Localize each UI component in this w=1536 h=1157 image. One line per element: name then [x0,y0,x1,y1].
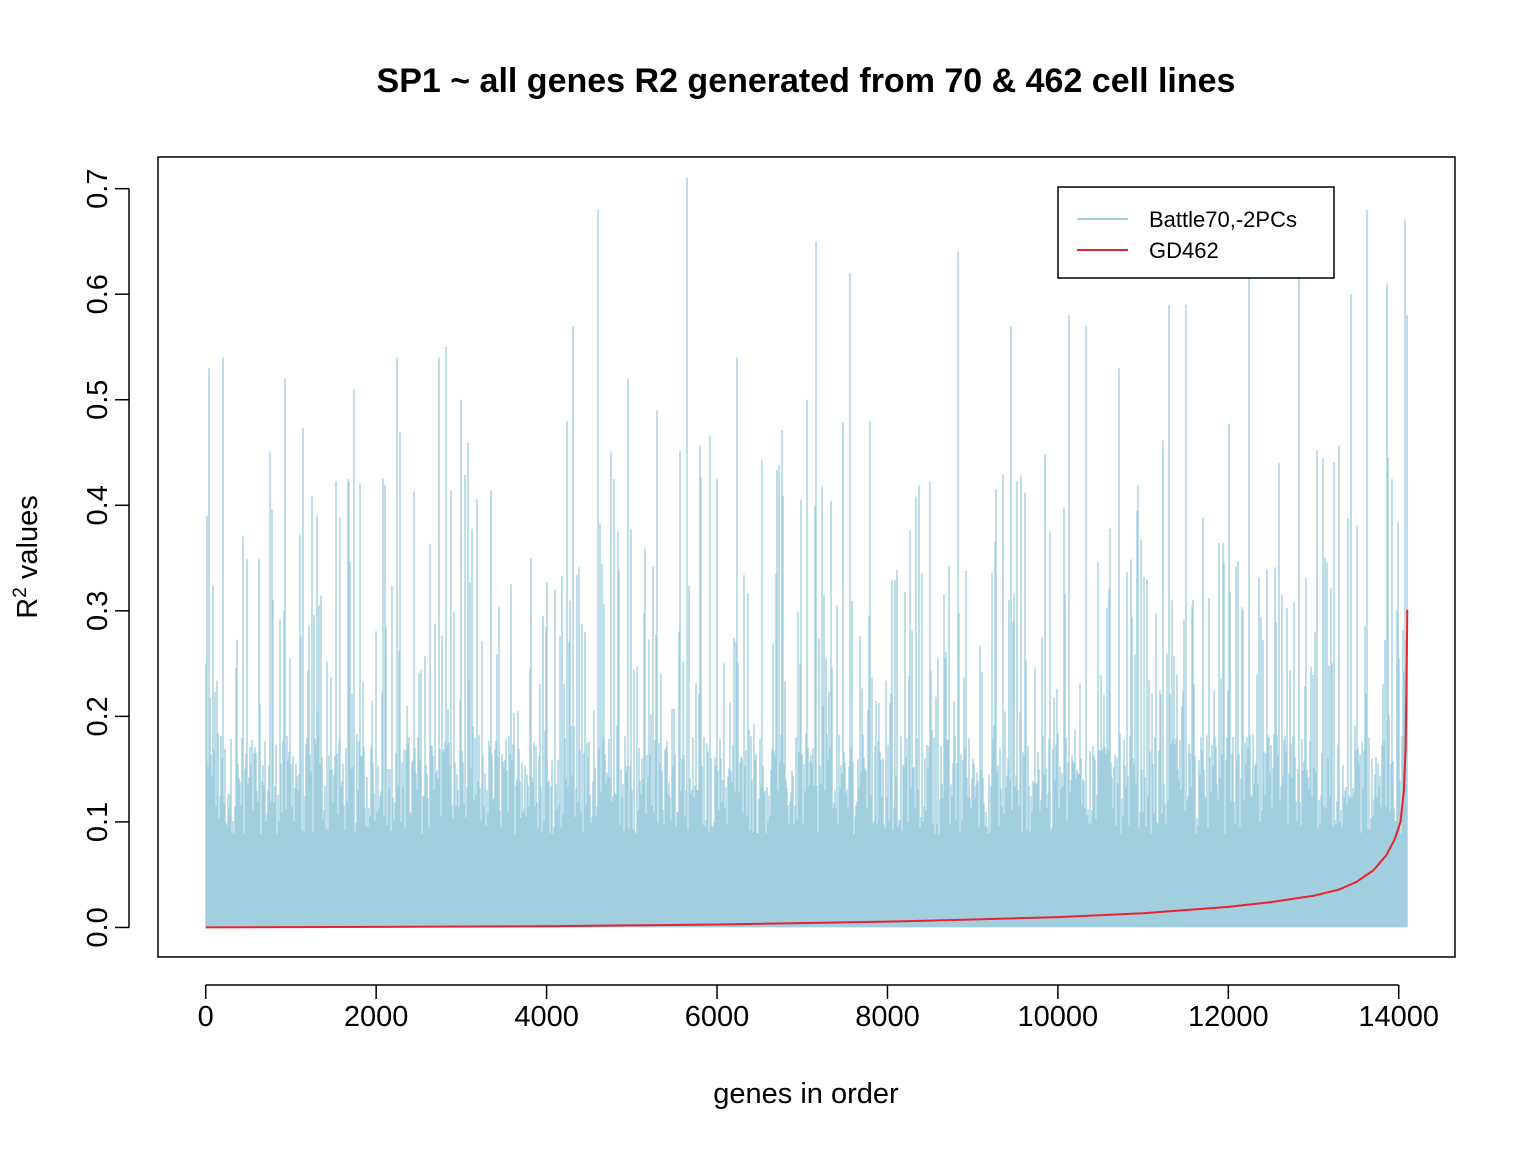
y-tick-label: 0.7 [82,168,114,208]
y-tick-label: 0.3 [82,591,114,631]
x-tick-label: 8000 [855,1001,920,1033]
series-battle70-line [205,178,1408,928]
series-gd462-line [205,609,1409,929]
x-tick-label: 14000 [1358,1001,1439,1033]
y-axis-label-rest: values [12,495,44,587]
y-axis: 0.0 0.1 0.2 0.3 0.4 0.5 0.6 0.7 [82,168,130,948]
x-tick-label: 0 [198,1001,214,1033]
series-layer [205,178,1409,929]
chart-title: SP1 ~ all genes R2 generated from 70 & 4… [377,62,1236,100]
plot-frame [157,156,1456,958]
y-tick-label: 0.1 [82,802,114,842]
legend: Battle70,-2PCs GD462 [1057,186,1335,279]
legend-label-battle70: Battle70,-2PCs [1149,207,1297,232]
x-tick-label: 12000 [1188,1001,1269,1033]
y-tick-label: 0.0 [82,907,114,947]
y-tick-label: 0.2 [82,696,114,736]
legend-label-gd462: GD462 [1149,238,1219,263]
x-axis-label: genes in order [713,1078,899,1110]
x-tick-label: 4000 [514,1001,579,1033]
y-tick-label: 0.4 [82,485,114,525]
y-tick-label: 0.5 [82,380,114,420]
y-axis-label-main: R [12,598,44,619]
y-axis-label: R2 values [10,495,44,618]
y-axis-label-superscript: 2 [10,587,31,598]
x-tick-label: 2000 [344,1001,409,1033]
x-tick-label: 10000 [1018,1001,1099,1033]
x-tick-label: 6000 [685,1001,750,1033]
x-axis: 0 2000 4000 6000 8000 10000 12000 14000 [198,984,1439,1033]
y-tick-label: 0.6 [82,274,114,314]
legend-box [1057,186,1335,279]
